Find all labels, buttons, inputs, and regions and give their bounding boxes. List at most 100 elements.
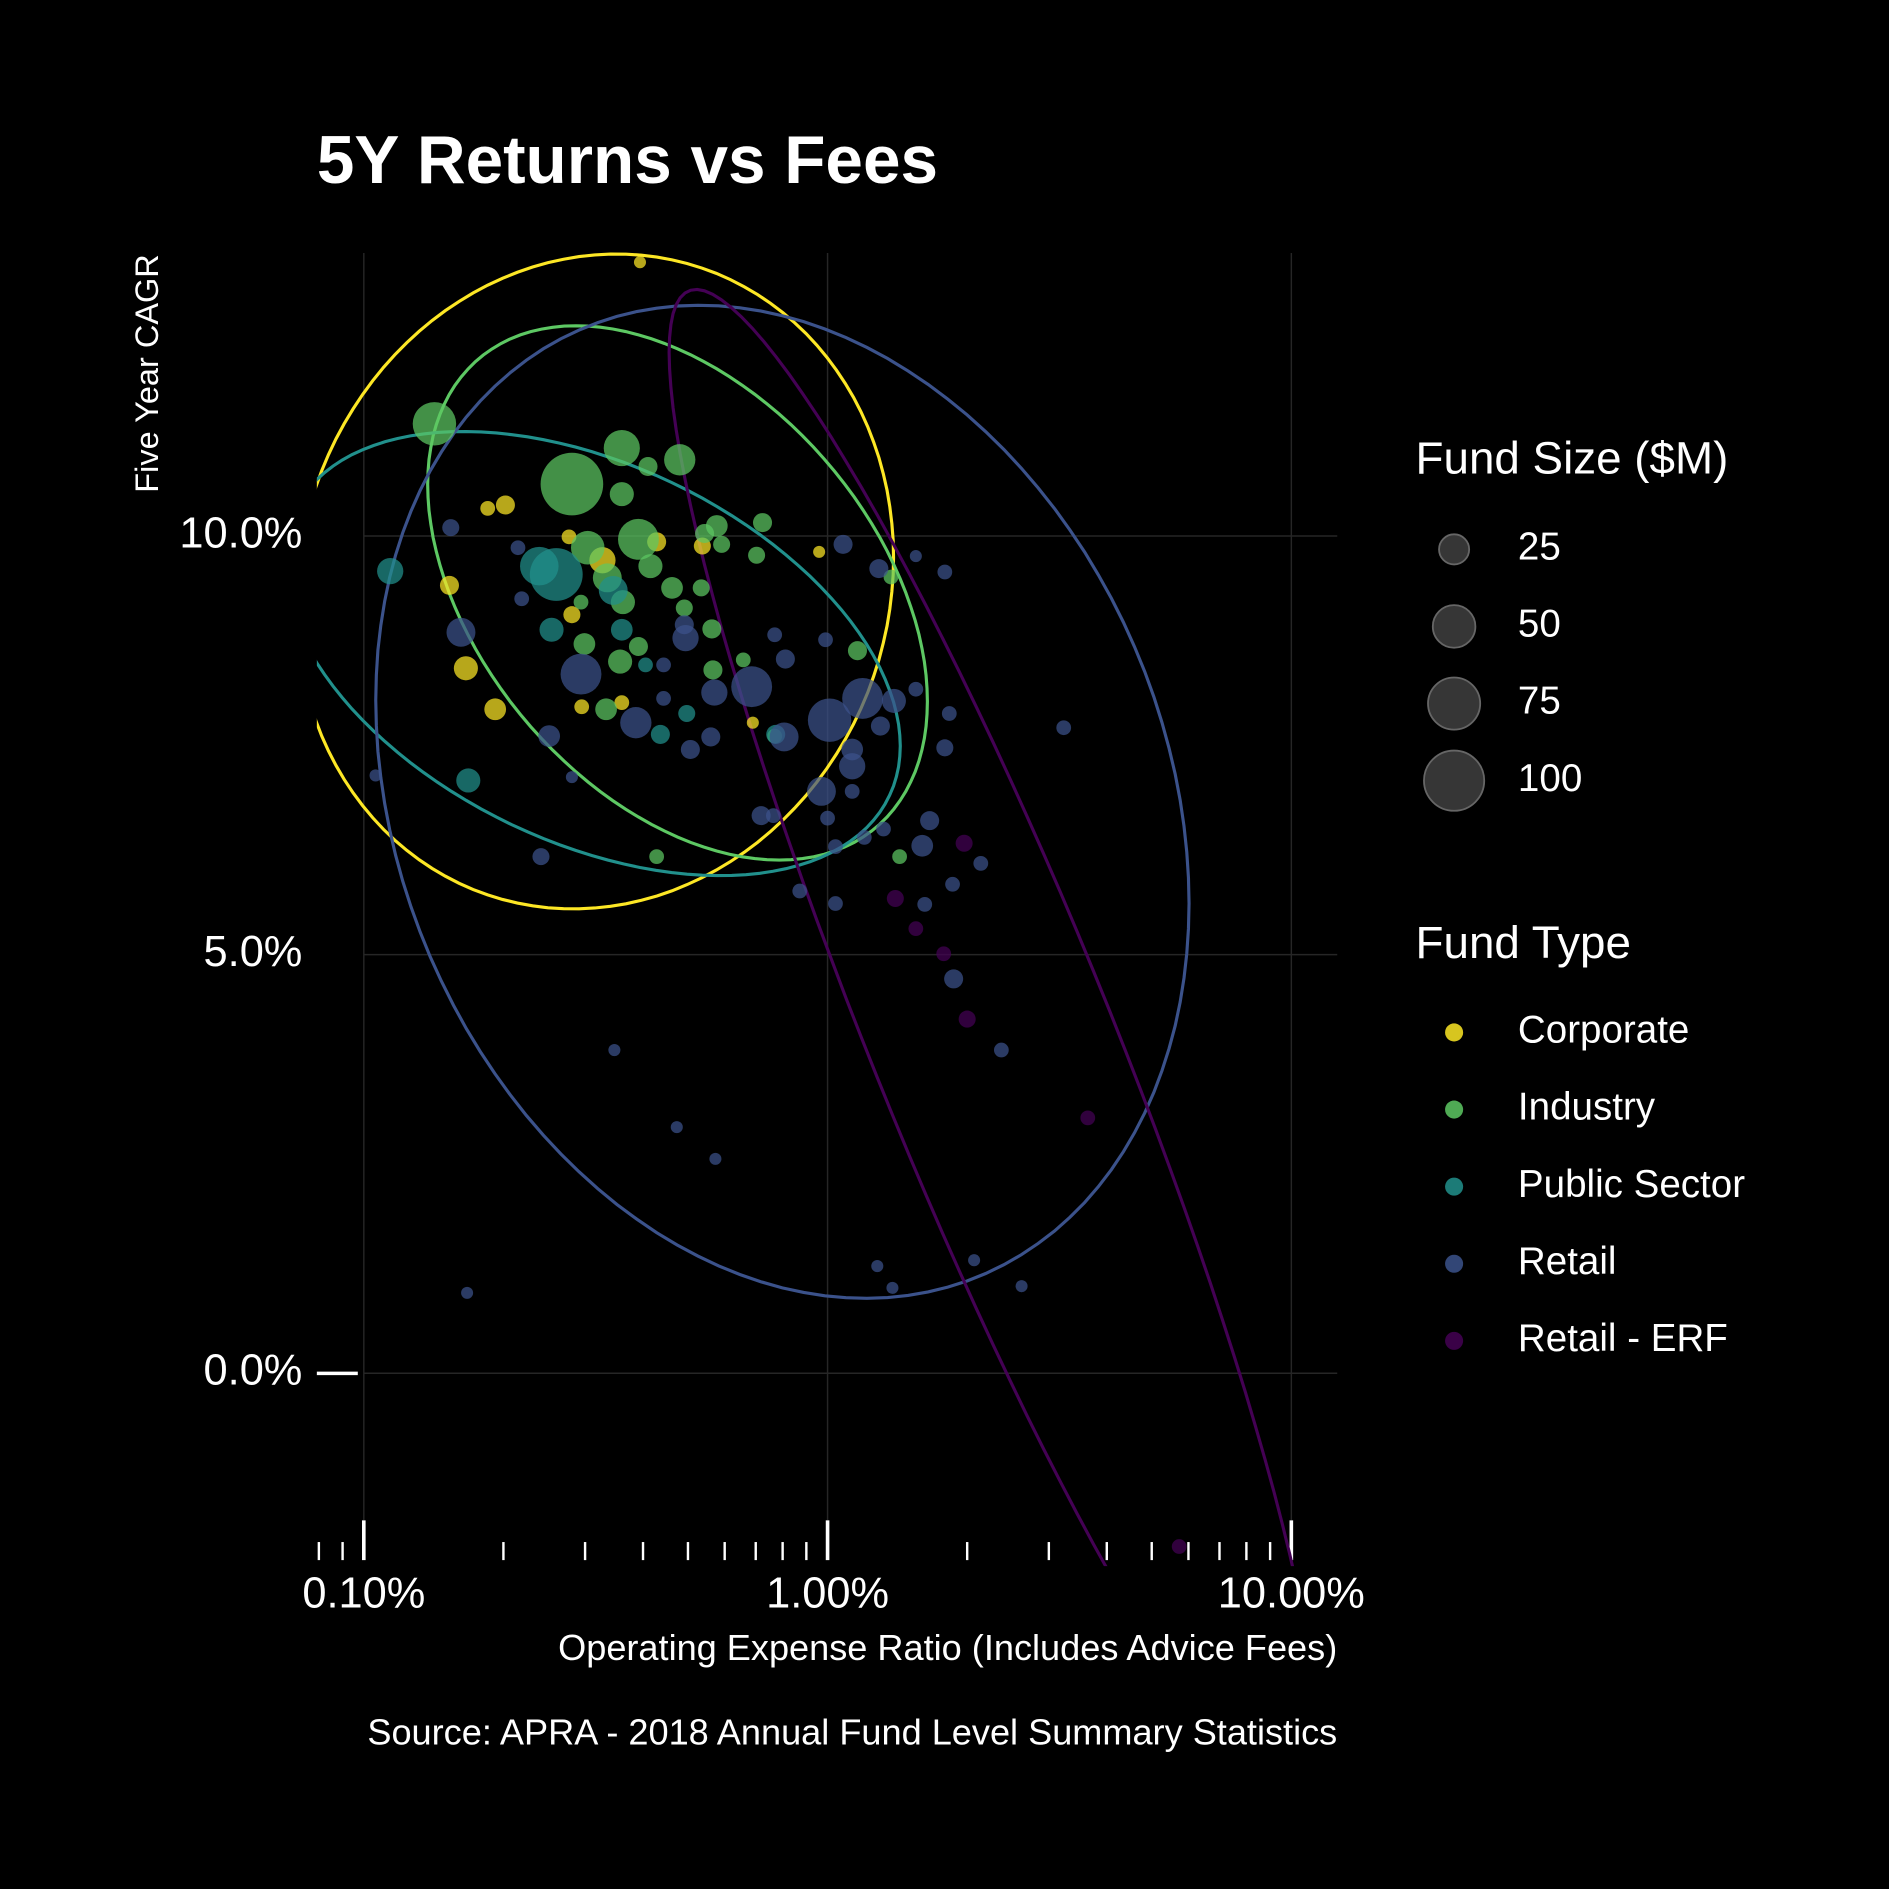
bubble <box>510 540 526 556</box>
bubble <box>670 1121 683 1134</box>
bubble <box>650 724 670 744</box>
bubble <box>833 534 853 554</box>
legend-label: Retail <box>1518 1240 1617 1283</box>
grid: 0.0% 5.0% 10.0% 0.10% 1.00% 10.00% <box>179 252 1365 1618</box>
bubble <box>731 666 773 708</box>
bubble <box>439 575 459 595</box>
bubble <box>968 1254 981 1267</box>
bubble <box>844 783 860 799</box>
bubble <box>369 769 382 782</box>
legend-key <box>1445 1023 1464 1042</box>
bubble <box>869 559 889 579</box>
bubble <box>573 594 589 610</box>
bubble <box>709 1152 722 1165</box>
bubble <box>881 688 906 713</box>
bubble <box>614 695 630 710</box>
legend-key <box>1445 1100 1464 1119</box>
bubble <box>692 579 710 597</box>
bubble <box>608 649 633 674</box>
bubble <box>453 656 478 681</box>
y-tick-label: 5.0% <box>204 928 303 976</box>
bubble <box>638 456 658 477</box>
bubble <box>767 627 783 643</box>
bubble <box>1015 1280 1028 1293</box>
bubble <box>603 430 640 467</box>
bubble <box>876 821 891 837</box>
bubble <box>775 649 795 669</box>
bubble <box>752 513 773 533</box>
bubble <box>609 482 634 507</box>
bubble <box>1056 720 1072 736</box>
bubble <box>664 444 696 476</box>
ellipse <box>374 303 1191 1300</box>
legend-label: Industry <box>1518 1086 1656 1129</box>
bubble <box>565 771 578 784</box>
x-tick-label: 0.10% <box>302 1570 425 1618</box>
bubble <box>563 606 581 624</box>
bubble <box>570 530 605 565</box>
bubble <box>461 1286 474 1299</box>
bubble <box>945 876 960 892</box>
bubble <box>538 725 561 747</box>
bubble <box>839 753 866 780</box>
bubble <box>480 500 496 516</box>
legend-label: Public Sector <box>1518 1163 1745 1206</box>
bubble <box>539 617 564 642</box>
legend-label: Corporate <box>1518 1009 1689 1052</box>
bubble <box>735 652 751 668</box>
bubble <box>442 519 460 537</box>
bubble <box>608 1044 621 1057</box>
bubble <box>828 896 843 911</box>
bubble <box>958 1010 976 1028</box>
bubble <box>886 1281 899 1294</box>
bubble <box>818 632 833 648</box>
bubble <box>713 535 731 553</box>
bubble <box>520 546 559 586</box>
bubble <box>540 452 604 516</box>
bubble <box>680 739 700 760</box>
bubble <box>936 739 954 757</box>
bubble <box>703 660 723 680</box>
bubble <box>847 641 867 661</box>
ellipse <box>426 324 929 862</box>
bubble <box>560 653 602 695</box>
bubble <box>377 558 404 585</box>
ellipse <box>316 252 896 911</box>
x-tick-label: 1.00% <box>766 1570 889 1618</box>
bubble <box>446 617 476 647</box>
size-legend-key <box>1423 749 1486 812</box>
bubble <box>908 921 924 937</box>
bubble <box>908 681 924 697</box>
size-legend-key <box>1431 604 1477 649</box>
size-legend-label: 25 <box>1518 526 1561 569</box>
bubble <box>765 808 781 824</box>
bubble <box>909 550 922 563</box>
bubble <box>675 599 693 617</box>
bubble <box>911 834 934 857</box>
ellipses <box>316 252 1295 1567</box>
bubble <box>807 698 852 742</box>
size-legend-key <box>1438 533 1471 566</box>
bubble <box>574 699 590 715</box>
bubble <box>656 691 671 706</box>
legend-label: Retail - ERF <box>1518 1317 1728 1360</box>
size-legend-key <box>1427 676 1482 731</box>
bubble <box>813 545 826 558</box>
bubble <box>870 716 890 736</box>
bubble <box>532 848 550 866</box>
caption: Source: APRA - 2018 Annual Fund Level Su… <box>367 1711 1337 1752</box>
legend-key <box>1445 1254 1464 1273</box>
bubble <box>495 495 515 515</box>
bubble <box>871 1260 884 1273</box>
bubble <box>886 889 904 908</box>
chart-title: 5Y Returns vs Fees <box>317 123 938 198</box>
bubble <box>792 883 808 899</box>
bubble <box>598 575 628 605</box>
bubble <box>955 834 973 852</box>
bubble <box>514 591 530 607</box>
y-tick-label: 0.0% <box>204 1347 303 1395</box>
points <box>369 256 1187 1554</box>
size-legend-title: Fund Size ($M) <box>1416 433 1729 484</box>
bubble <box>678 704 696 723</box>
